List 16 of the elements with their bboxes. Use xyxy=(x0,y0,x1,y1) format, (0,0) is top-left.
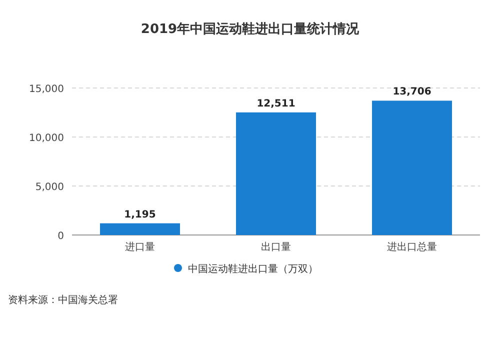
y-tick-label: 5,000 xyxy=(35,182,64,193)
bar xyxy=(236,112,316,235)
x-tick-label: 进出口总量 xyxy=(387,241,437,253)
y-tick-label: 0 xyxy=(58,231,64,242)
y-tick-label: 15,000 xyxy=(29,84,64,95)
x-tick-label: 进口量 xyxy=(125,241,155,253)
bar xyxy=(372,100,452,235)
data-label: 12,511 xyxy=(256,98,296,110)
x-tick-label: 出口量 xyxy=(261,241,291,253)
data-label: 1,195 xyxy=(124,209,156,220)
text: 资料来源：中国海关总署 xyxy=(8,294,118,306)
bar xyxy=(100,223,180,235)
chart-title: 2019年中国运动鞋进出口量统计情况 xyxy=(140,21,360,37)
legend-label: 中国运动鞋进出口量（万双） xyxy=(188,263,318,275)
y-tick-label: 10,000 xyxy=(29,133,64,144)
data-label: 13,706 xyxy=(392,86,432,98)
